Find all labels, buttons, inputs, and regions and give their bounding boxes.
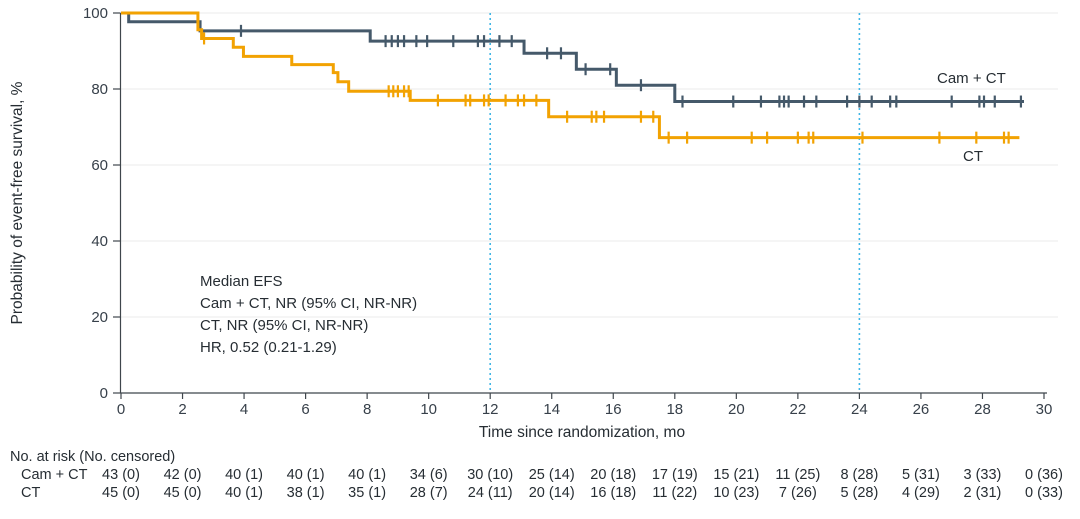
x-tick-label: 2: [178, 401, 186, 418]
risk-cell: 11 (22): [652, 485, 698, 501]
annotation-line-4: HR, 0.52 (0.21-1.29): [200, 339, 337, 356]
risk-row-ct: CT 45 (0) 45 (0) 40 (1) 38 (1) 35 (1) 28 (7) 2…: [0, 485, 1080, 503]
risk-cell: 30 (10): [467, 467, 514, 483]
annotation-line-2: Cam + CT, NR (95% CI, NR-NR): [200, 295, 418, 312]
x-tick-label: 26: [913, 401, 930, 418]
risk-table-title: No. at risk (No. censored): [10, 449, 176, 465]
x-axis-title: Time since randomization, mo: [479, 424, 685, 441]
risk-row-label: Cam + CT: [21, 467, 88, 483]
risk-cell: 40 (1): [286, 467, 325, 483]
median-efs-annotation: Median EFS Cam + CT, NR (95% CI, NR-NR) …: [200, 271, 417, 359]
curve-label-ct: CT: [963, 148, 983, 165]
risk-cell: 4 (29): [901, 485, 940, 501]
x-tick-label: 30: [1036, 401, 1053, 418]
risk-row-label: CT: [21, 485, 41, 501]
y-tick-label: 60: [91, 157, 108, 174]
risk-cell: 5 (28): [840, 485, 879, 501]
risk-cell: 38 (1): [286, 485, 325, 501]
risk-cell: 16 (18): [590, 485, 637, 501]
y-axis-title: Probability of event-free survival, %: [9, 81, 26, 324]
x-tick-label: 16: [605, 401, 622, 418]
x-tick-label: 8: [363, 401, 371, 418]
x-tick-label: 28: [974, 401, 991, 418]
gridlines: [121, 12, 1058, 318]
y-tick-label: 0: [100, 385, 108, 402]
axes: [113, 12, 1047, 399]
x-tick-label: 6: [301, 401, 309, 418]
risk-cell: 5 (31): [901, 467, 940, 483]
risk-cell: 40 (1): [348, 467, 387, 483]
risk-cell: 24 (11): [467, 485, 513, 501]
x-tick-label: 18: [666, 401, 683, 418]
x-tick-label: 12: [482, 401, 499, 418]
curve-label-cam-ct: Cam + CT: [937, 70, 1006, 87]
risk-cell: 15 (21): [713, 467, 760, 483]
risk-cell: 40 (1): [225, 467, 263, 483]
risk-cell: 28 (7): [409, 485, 448, 501]
risk-row-cam-ct: Cam + CT 43 (0) 42 (0) 40 (1) 40 (1) 40 (1) 3…: [0, 467, 1080, 485]
censor-marks-ct: [202, 32, 1010, 144]
x-tick-label: 10: [420, 401, 437, 418]
x-tick-label: 24: [851, 401, 868, 418]
risk-cell: 35 (1): [348, 485, 387, 501]
y-tick-labels: 0 20 40 60 80 100: [83, 5, 108, 402]
risk-cell: 3 (33): [963, 467, 1002, 483]
risk-cell: 7 (26): [778, 485, 817, 501]
risk-cell: 42 (0): [163, 467, 202, 483]
censor-marks-cam-ct: [239, 24, 1023, 108]
x-tick-label: 4: [240, 401, 248, 418]
risk-cell: 45 (0): [102, 485, 140, 501]
risk-cell: 40 (1): [225, 485, 263, 501]
x-tick-labels: 0 2 4 6 8 10 12 14 16 18 20 22 24 26 28 30: [117, 401, 1053, 418]
x-tick-label: 22: [790, 401, 807, 418]
risk-cell: 8 (28): [840, 467, 879, 483]
risk-cell: 0 (33): [1025, 485, 1063, 501]
km-curve-cam-ct: [121, 11, 1024, 104]
risk-cell: 20 (18): [590, 467, 637, 483]
reference-lines: [489, 13, 861, 393]
x-tick-label: 0: [117, 401, 125, 418]
annotation-line-1: Median EFS: [200, 273, 283, 290]
risk-cell: 10 (23): [713, 485, 760, 501]
km-curve-ct: [121, 11, 1020, 140]
risk-cell: 45 (0): [163, 485, 202, 501]
risk-cell: 20 (14): [528, 485, 575, 501]
y-tick-label: 40: [91, 233, 108, 250]
y-tick-label: 20: [91, 309, 108, 326]
y-tick-label: 100: [83, 5, 108, 22]
risk-cell: 11 (25): [775, 467, 821, 483]
risk-cell: 0 (36): [1025, 467, 1063, 483]
risk-cell: 17 (19): [651, 467, 698, 483]
risk-cell: 34 (6): [409, 467, 448, 483]
x-tick-label: 14: [543, 401, 560, 418]
x-tick-label: 20: [728, 401, 745, 418]
y-tick-label: 80: [91, 81, 108, 98]
risk-cell: 25 (14): [528, 467, 575, 483]
risk-cell: 43 (0): [102, 467, 140, 483]
annotation-line-3: CT, NR (95% CI, NR-NR): [200, 317, 369, 334]
risk-cell: 2 (31): [963, 485, 1002, 501]
